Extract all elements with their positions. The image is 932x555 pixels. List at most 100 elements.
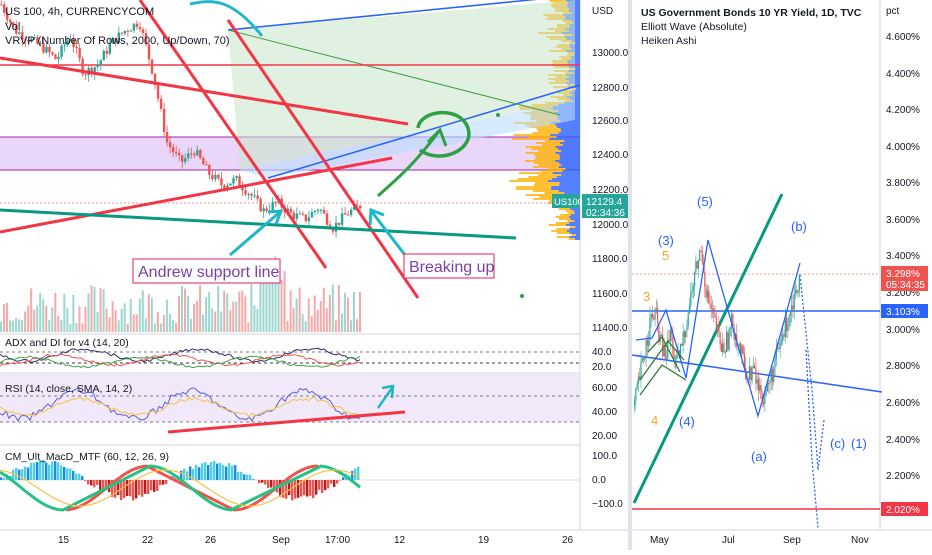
macd-hist-bar [165, 480, 167, 484]
volume-bar [33, 310, 35, 332]
candle-body [211, 175, 213, 179]
vp-row-up [557, 232, 570, 234]
vp-row-down [575, 212, 580, 214]
volume-bar [250, 284, 252, 332]
candle-body [262, 208, 264, 211]
macd-hist-bar [333, 480, 335, 487]
annotation-support-text: Andrew support line [138, 264, 280, 281]
candle-body [347, 215, 349, 216]
vp-row-down [575, 52, 580, 54]
candle-body [106, 51, 108, 54]
ha-body [786, 317, 787, 331]
candle-body [57, 57, 59, 59]
macd-hist-bar [258, 480, 260, 483]
left-currency-label: USD [592, 6, 613, 17]
candle-body [305, 214, 307, 221]
vp-row-up [531, 148, 558, 150]
ha-body [689, 305, 690, 313]
candle-body [184, 158, 186, 162]
candle-body [151, 59, 153, 73]
ha-body [722, 343, 723, 352]
vp-row-up [536, 142, 560, 144]
ha-body [642, 358, 643, 362]
green-dot-2 [520, 294, 524, 298]
vp-row-up [568, 212, 574, 214]
macd-hist-bar [309, 480, 311, 496]
vp-row-up [538, 150, 561, 152]
volume-bar [287, 321, 289, 332]
volume-bar [220, 311, 222, 332]
yield-tick: 4.600% [886, 32, 920, 43]
vp-row-up [526, 194, 556, 196]
adx-title: ADX and DI for v4 (14, 20) [5, 337, 129, 349]
candle-body [247, 194, 249, 195]
right-chart[interactable]: (3) 5 3 4 (4) (5) (b) (a) (c) (1) US Gov… [632, 0, 932, 550]
candle-body [253, 196, 255, 197]
volume-bar [205, 297, 207, 332]
candle-body [235, 176, 237, 178]
ha-body [787, 326, 788, 331]
candle-body [259, 199, 261, 212]
wave-label: (4) [679, 414, 695, 429]
candle-body [78, 48, 80, 59]
volume-bar [97, 312, 99, 332]
vp-row-up [528, 176, 556, 178]
volume-bar [39, 293, 41, 332]
vp-row-down [567, 230, 580, 232]
adx-tick: 20.0 [592, 362, 612, 373]
volume-bar [121, 309, 123, 332]
price-tick: 12000.0 [592, 220, 629, 231]
ha-body [794, 293, 795, 310]
volume-bar [81, 323, 83, 332]
yield-tick: 3.600% [886, 215, 920, 226]
vp-row-down [571, 214, 580, 216]
vp-row-up [538, 130, 561, 132]
annotation-breaking-text: Breaking up [409, 259, 494, 276]
left-chart[interactable]: Andrew support line Breaking up ADX and … [0, 0, 629, 550]
ha-body [753, 366, 754, 368]
volume-bar [63, 294, 65, 332]
volume-bar [293, 308, 295, 332]
candle-body [48, 47, 50, 53]
red-level-badge: 2.020% [886, 505, 920, 516]
volume-bar [284, 271, 286, 332]
vp-row-down [557, 136, 580, 138]
candle-body [169, 142, 171, 147]
ha-body [791, 305, 792, 311]
price-badge-symbol: US100 [554, 197, 583, 208]
ha-body [681, 344, 682, 346]
volume-bar [54, 293, 56, 332]
volume-bar [154, 323, 156, 332]
time-tick: Sep [783, 535, 801, 546]
ha-body [674, 355, 675, 359]
ha-body [643, 358, 644, 359]
macd-hist-bar [96, 480, 98, 485]
macd-hist-bar [153, 480, 155, 492]
ha-body [656, 308, 657, 309]
ha-body [666, 358, 667, 359]
vp-row-up [534, 184, 559, 186]
chart-divider[interactable] [628, 0, 632, 550]
macd-hist-bar [144, 480, 146, 494]
volume-bar [238, 292, 240, 332]
macd-hist-bar [330, 480, 332, 484]
macd-hist-bar [123, 480, 125, 498]
ha-body [717, 325, 718, 332]
volume-bar [175, 323, 177, 332]
vp-row-down [551, 188, 580, 190]
volume-bar [278, 281, 280, 332]
volume-bar [24, 312, 26, 332]
yield-tick: 4.200% [886, 105, 920, 116]
ha-body [699, 251, 700, 261]
vp-row-up [557, 236, 570, 238]
ha-body [721, 344, 722, 352]
rsi-tick: 60.00 [592, 383, 617, 394]
candle-body [0, 4, 2, 5]
ha-body [790, 312, 791, 316]
candle-body [160, 99, 162, 109]
ha-body [644, 357, 645, 360]
vp-row-down [571, 218, 580, 220]
candle-body [320, 210, 322, 211]
vp-row-down [560, 158, 580, 160]
